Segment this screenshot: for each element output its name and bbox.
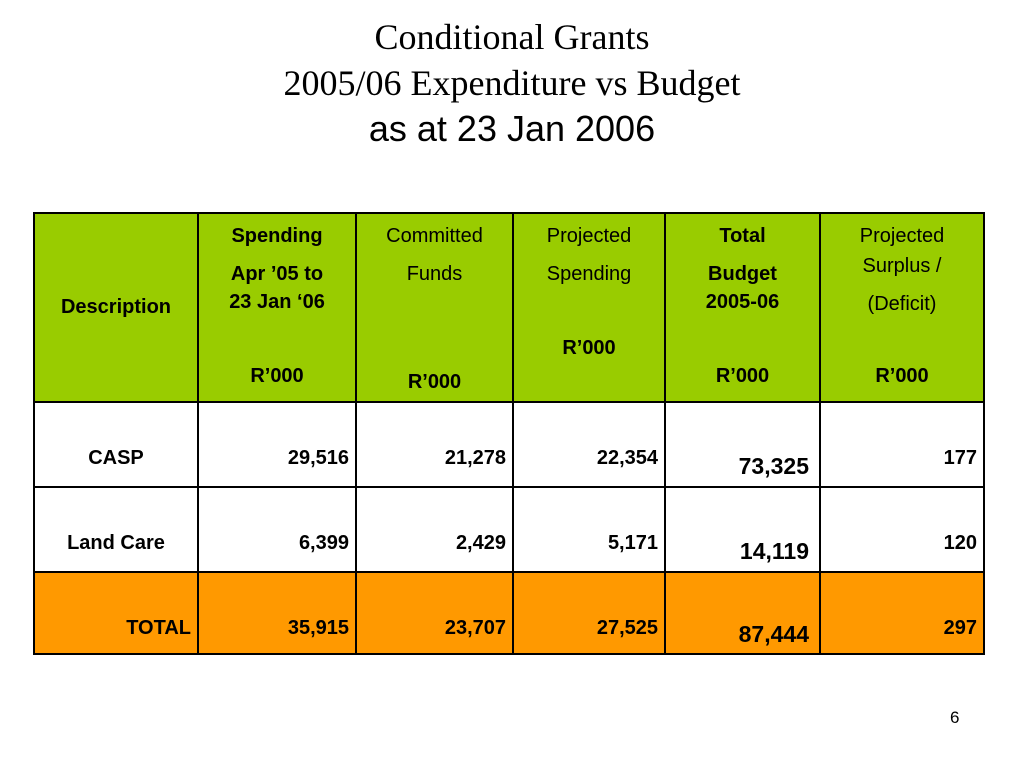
header-surplus-line2: Surplus /: [862, 255, 942, 277]
grants-table: Description Spending Apr ’05 to 23 Jan ‘…: [33, 212, 985, 655]
row-description-text: CASP: [88, 447, 144, 469]
total-description: TOTAL: [33, 571, 199, 655]
total-projected: 27,525: [512, 571, 666, 655]
row-spending: 29,516: [197, 401, 357, 488]
total-row: TOTAL 35,915 23,707 27,525 87,444 297: [33, 571, 985, 655]
header-spending-line1: Spending: [231, 225, 323, 247]
row-spending-text: 6,399: [298, 532, 349, 554]
row-description: CASP: [33, 401, 199, 488]
row-projected: 5,171: [512, 486, 666, 573]
total-description-text: TOTAL: [126, 617, 191, 639]
total-spending: 35,915: [197, 571, 357, 655]
table-row: Land Care 6,399 2,429 5,171 14,119 120: [33, 486, 985, 573]
header-spending-line3: 23 Jan ‘06: [229, 291, 325, 313]
header-surplus-unit: R’000: [875, 365, 929, 387]
row-projected-text: 22,354: [596, 447, 658, 469]
row-description: Land Care: [33, 486, 199, 573]
table-row: CASP 29,516 21,278 22,354 73,325 177: [33, 401, 985, 488]
row-surplus-text: 177: [943, 447, 977, 469]
row-total-budget: 73,325: [664, 401, 821, 488]
total-projected-text: 27,525: [596, 617, 658, 639]
header-projected-unit: R’000: [562, 337, 616, 359]
row-committed: 2,429: [355, 486, 514, 573]
header-projected: Projected Spending R’000: [512, 212, 666, 403]
total-surplus-text: 297: [943, 617, 977, 639]
row-description-text: Land Care: [67, 532, 165, 554]
header-total-budget: Total Budget 2005-06 R’000: [664, 212, 821, 403]
header-surplus-line3: (Deficit): [867, 293, 937, 315]
total-committed: 23,707: [355, 571, 514, 655]
header-description-label: Description: [60, 296, 172, 318]
total-spending-text: 35,915: [287, 617, 349, 639]
page-number: 6: [950, 708, 960, 727]
row-surplus-text: 120: [943, 532, 977, 554]
total-surplus: 297: [819, 571, 985, 655]
total-total-budget-text: 87,444: [738, 621, 809, 647]
header-total-budget-line1: Total: [719, 225, 766, 247]
header-projected-line1: Projected: [546, 225, 632, 247]
row-spending-text: 29,516: [287, 447, 349, 469]
row-surplus: 120: [819, 486, 985, 573]
slide-title: Conditional Grants 2005/06 Expenditure v…: [0, 14, 1024, 152]
header-total-budget-line2: Budget: [708, 263, 777, 285]
header-committed-line1: Committed: [386, 225, 483, 247]
row-projected: 22,354: [512, 401, 666, 488]
row-total-budget: 14,119: [664, 486, 821, 573]
header-projected-line2: Spending: [546, 263, 632, 285]
total-committed-text: 23,707: [444, 617, 506, 639]
row-total-budget-text: 73,325: [738, 453, 809, 479]
header-committed: Committed Funds R’000: [355, 212, 514, 403]
title-line-1: Conditional Grants: [374, 17, 650, 57]
header-committed-unit: R’000: [407, 371, 462, 393]
row-committed: 21,278: [355, 401, 514, 488]
title-line-3: as at 23 Jan 2006: [368, 108, 656, 149]
header-surplus-line1: Projected: [859, 225, 945, 247]
header-committed-line2: Funds: [406, 263, 463, 285]
title-line-2: 2005/06 Expenditure vs Budget: [283, 63, 741, 103]
row-total-budget-text: 14,119: [739, 538, 809, 564]
header-spending: Spending Apr ’05 to 23 Jan ‘06 R’000: [197, 212, 357, 403]
row-committed-text: 2,429: [455, 532, 506, 554]
header-description: Description: [33, 212, 199, 403]
header-row: Description Spending Apr ’05 to 23 Jan ‘…: [33, 212, 985, 403]
row-committed-text: 21,278: [444, 447, 506, 469]
header-surplus: Projected Surplus / (Deficit) R’000: [819, 212, 985, 403]
header-spending-unit: R’000: [250, 365, 304, 387]
row-projected-text: 5,171: [607, 532, 658, 554]
row-spending: 6,399: [197, 486, 357, 573]
header-total-budget-line3: 2005-06: [705, 291, 780, 313]
header-total-budget-unit: R’000: [715, 365, 770, 387]
header-spending-line2: Apr ’05 to: [230, 263, 324, 285]
total-total-budget: 87,444: [664, 571, 821, 655]
row-surplus: 177: [819, 401, 985, 488]
